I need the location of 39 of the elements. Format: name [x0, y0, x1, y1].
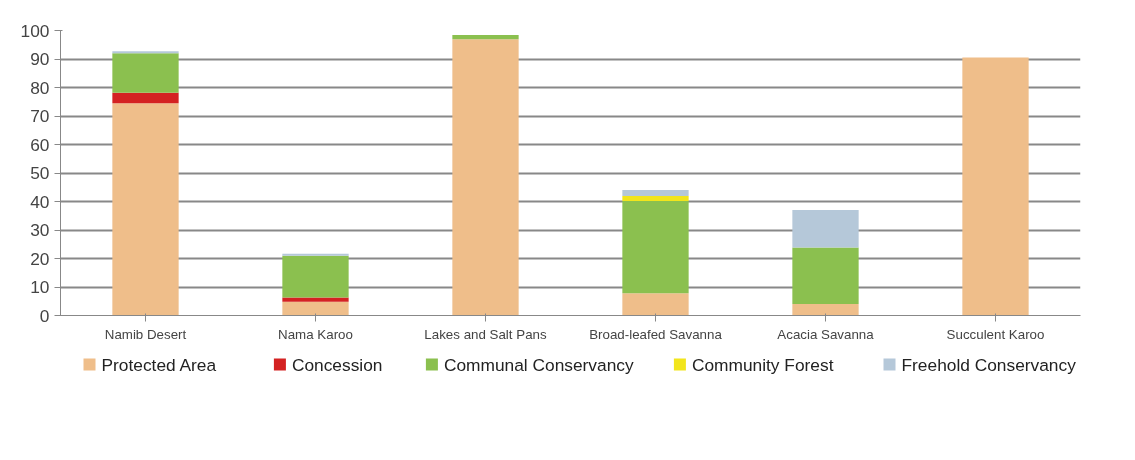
bar [622, 190, 689, 197]
y-tick-label: 90 [30, 49, 50, 69]
y-tick-label: 50 [30, 163, 50, 183]
bar [452, 39, 519, 316]
bar [282, 253, 349, 256]
legend-label: Community Forest [691, 354, 834, 375]
bar [792, 210, 859, 248]
bar [452, 35, 519, 40]
x-tick-label: Namib Desert [104, 326, 187, 342]
y-tick-label: 70 [30, 106, 50, 126]
bar [622, 293, 689, 316]
x-tick-label: Acacia Savanna [777, 326, 875, 342]
bar [112, 92, 179, 104]
y-tick-label: 40 [30, 191, 50, 212]
y-tick-label: 20 [30, 248, 50, 269]
bar [282, 301, 349, 316]
bar [792, 247, 859, 305]
bar [622, 196, 689, 201]
y-tick-label: 10 [30, 277, 50, 297]
legend-label: Protected Area [101, 354, 217, 375]
bar [112, 103, 179, 316]
y-tick-label: 60 [30, 134, 50, 155]
x-tick-label: Broad-leafed Savanna [589, 326, 723, 342]
x-tick-label: Lakes and Salt Pans [424, 326, 547, 342]
y-tick-label: 80 [30, 77, 50, 98]
legend-label: Concession [291, 354, 383, 375]
x-tick-label: Succulent Karoo [946, 326, 1045, 342]
x-tick-label: Nama Karoo [278, 326, 353, 342]
y-tick-label: 30 [30, 220, 50, 240]
legend-label: Communal Conservancy [443, 354, 634, 375]
bar [622, 200, 689, 294]
y-tick-label: 0 [39, 305, 50, 326]
bar [282, 255, 349, 298]
y-tick-label: 100 [20, 20, 50, 41]
legend-label: Freehold Conservancy [901, 354, 1077, 375]
bar [962, 57, 1029, 316]
bar [282, 297, 349, 302]
bar [792, 304, 859, 316]
bar [112, 53, 179, 93]
